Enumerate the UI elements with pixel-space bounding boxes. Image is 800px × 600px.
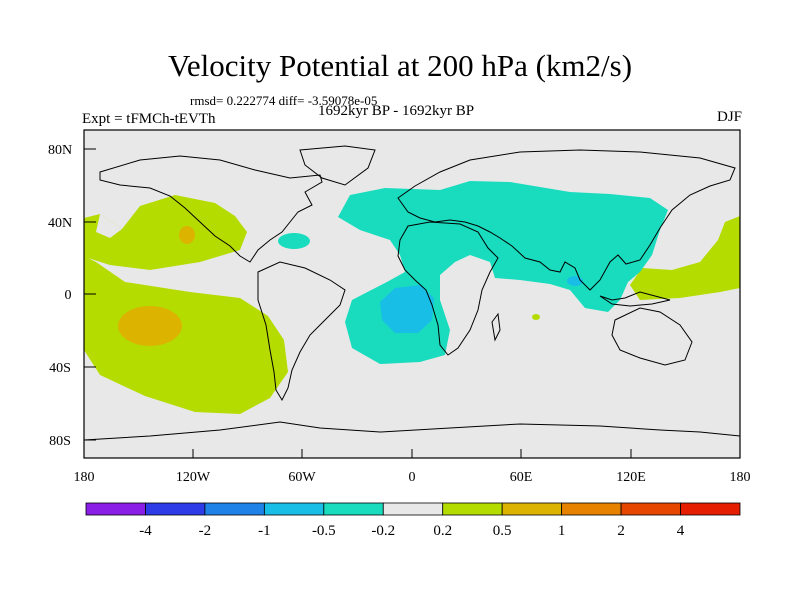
colorbar-swatch <box>620 502 681 516</box>
colorbar-label: -4 <box>139 523 152 539</box>
caribbean-negative-anomaly <box>278 233 310 249</box>
lon-label-180w: 180 <box>74 470 95 485</box>
lat-label-80n: 80N <box>48 143 72 158</box>
coastline-australia <box>611 307 693 366</box>
coastline-antarctica <box>84 421 740 441</box>
lat-label-80s: 80S <box>49 434 71 449</box>
lon-label-120e: 120E <box>616 470 646 485</box>
map-title: Velocity Potential at 200 hPa (km2/s) <box>167 48 633 83</box>
colorbar-label: 0.2 <box>433 523 452 539</box>
lon-label-0: 0 <box>409 470 416 485</box>
colorbar-label: -1 <box>258 523 271 539</box>
coastline-africa <box>397 221 499 356</box>
colorbar-label: -2 <box>199 523 212 539</box>
dateline-positive-anomaly <box>630 216 740 300</box>
colorbar: -4 -2 -1 -0.5 -0.2 0.2 0.5 1 2 4 <box>85 502 741 539</box>
colorbar-swatch <box>85 502 146 516</box>
coastline-maritime-continent <box>599 291 671 307</box>
contour-fields <box>84 145 740 441</box>
south-pacific-positive-core <box>118 306 182 346</box>
colorbar-swatch <box>145 502 206 516</box>
coastline-greenland <box>299 145 376 186</box>
colorbar-label: 4 <box>677 523 685 539</box>
coastlines <box>84 145 740 441</box>
colorbar-swatch <box>501 502 563 516</box>
lon-label-60w: 60W <box>288 470 316 485</box>
lon-label-120w: 120W <box>176 470 211 485</box>
coastline-madagascar <box>491 312 501 342</box>
colorbar-swatch <box>442 502 503 516</box>
longitude-axis: 180 120W 60W 0 60E 120E 180 <box>74 449 751 485</box>
experiment-label: Expt = tFMCh-tEVTh <box>82 111 216 127</box>
indian-ocean-positive-spot <box>532 314 540 320</box>
coastline-europe-asia <box>397 149 736 291</box>
latitude-axis: 80N 40N 0 40S 80S <box>48 143 96 449</box>
lon-label-180e: 180 <box>730 470 751 485</box>
coastline-north-america <box>99 155 323 263</box>
colorbar-label: 1 <box>558 523 566 539</box>
lon-label-60e: 60E <box>510 470 533 485</box>
period-label: 1692kyr BP - 1692kyr BP <box>318 103 475 119</box>
lat-label-40n: 40N <box>48 216 72 231</box>
west-coast-positive-core <box>179 226 195 244</box>
coastline-south-america <box>257 261 346 402</box>
colorbar-swatch <box>382 502 444 516</box>
colorbar-label: 0.5 <box>493 523 512 539</box>
colorbar-swatch <box>323 502 384 516</box>
colorbar-label: -0.2 <box>371 523 395 539</box>
colorbar-label: -0.5 <box>312 523 336 539</box>
south-atlantic-negative-core <box>380 285 434 333</box>
lat-label-0: 0 <box>65 288 72 303</box>
colorbar-label: 2 <box>617 523 625 539</box>
colorbar-swatch <box>263 502 325 516</box>
colorbar-swatch <box>680 502 741 516</box>
colorbar-swatch <box>561 502 622 516</box>
colorbar-swatch <box>204 502 265 516</box>
rmsd-diff-stats: rmsd= 0.222774 diff= -3.59078e-05 <box>190 93 378 108</box>
season-label: DJF <box>716 109 742 125</box>
pacific-neutral-pocket <box>96 214 122 238</box>
lat-label-40s: 40S <box>49 361 71 376</box>
pacific-positive-anomaly <box>84 195 288 414</box>
